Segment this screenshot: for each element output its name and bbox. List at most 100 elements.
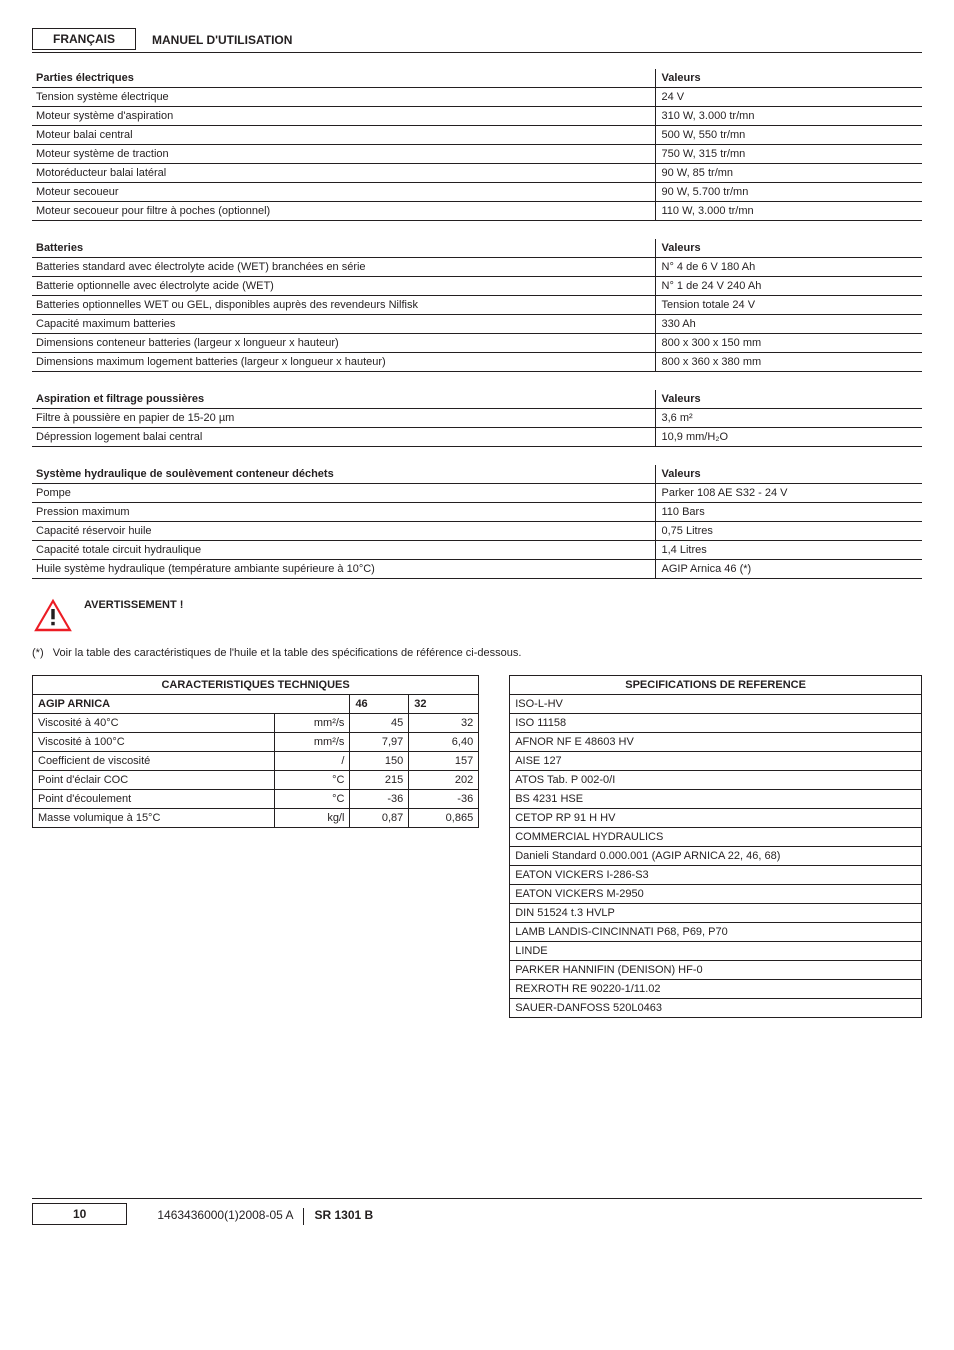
ref-row: ISO 11158 xyxy=(510,714,922,733)
spec-key: Pression maximum xyxy=(32,503,655,522)
spec-key: Capacité maximum batteries xyxy=(32,315,655,334)
carac-unit: °C xyxy=(275,771,350,790)
two-column-block: CARACTERISTIQUES TECHNIQUES AGIP ARNICA … xyxy=(32,675,922,1018)
table-hydraulique: Système hydraulique de soulèvement conte… xyxy=(32,465,922,579)
carac-v32: 157 xyxy=(409,752,479,771)
spec-key: Batteries optionnelles WET ou GEL, dispo… xyxy=(32,296,655,315)
spec-key: Motoréducteur balai latéral xyxy=(32,164,655,183)
th-title: Aspiration et filtrage poussières xyxy=(32,390,655,409)
ref-row: DIN 51524 t.3 HVLP xyxy=(510,904,922,923)
th-valeurs: Valeurs xyxy=(655,390,922,409)
spec-key: Moteur système de traction xyxy=(32,145,655,164)
spec-key: Capacité totale circuit hydraulique xyxy=(32,541,655,560)
spec-value: 750 W, 315 tr/mn xyxy=(655,145,922,164)
carac-v32: -36 xyxy=(409,790,479,809)
spec-key: Dimensions conteneur batteries (largeur … xyxy=(32,334,655,353)
spec-value: 110 Bars xyxy=(655,503,922,522)
ref-row: AISE 127 xyxy=(510,752,922,771)
spec-value: 330 Ah xyxy=(655,315,922,334)
spec-key: Moteur balai central xyxy=(32,126,655,145)
spec-value: N° 1 de 24 V 240 Ah xyxy=(655,277,922,296)
carac-v32: 6,40 xyxy=(409,733,479,752)
spec-value: 110 W, 3.000 tr/mn xyxy=(655,202,922,221)
th-valeurs: Valeurs xyxy=(655,465,922,484)
carac-label: Point d'éclair COC xyxy=(33,771,275,790)
carac-unit: / xyxy=(275,752,350,771)
carac-v46: -36 xyxy=(350,790,409,809)
tbody-carac: Viscosité à 40°Cmm²/s4532Viscosité à 100… xyxy=(33,714,479,828)
carac-v32: 32 xyxy=(409,714,479,733)
table-aspiration: Aspiration et filtrage poussières Valeur… xyxy=(32,390,922,447)
ref-row: COMMERCIAL HYDRAULICS xyxy=(510,828,922,847)
spec-key: Tension système électrique xyxy=(32,88,655,107)
ref-row: EATON VICKERS I-286-S3 xyxy=(510,866,922,885)
spec-key: Dépression logement balai central xyxy=(32,428,655,447)
ref-row: ATOS Tab. P 002-0/I xyxy=(510,771,922,790)
carac-unit: kg/l xyxy=(275,809,350,828)
tbody-electriques: Tension système électrique24 VMoteur sys… xyxy=(32,88,922,221)
carac-col46: 46 xyxy=(350,695,409,714)
carac-product: AGIP ARNICA xyxy=(33,695,350,714)
table-caracteristiques: CARACTERISTIQUES TECHNIQUES AGIP ARNICA … xyxy=(32,675,479,828)
spec-value: 1,4 Litres xyxy=(655,541,922,560)
spec-key: Moteur système d'aspiration xyxy=(32,107,655,126)
spec-key: Dimensions maximum logement batteries (l… xyxy=(32,353,655,372)
carac-unit: mm²/s xyxy=(275,733,350,752)
spec-value: Tension totale 24 V xyxy=(655,296,922,315)
ref-row: LINDE xyxy=(510,942,922,961)
warning-icon xyxy=(32,597,74,633)
th-title: Parties électriques xyxy=(32,69,655,88)
spec-value: 10,9 mm/H₂O xyxy=(655,428,922,447)
ref-row: SAUER-DANFOSS 520L0463 xyxy=(510,999,922,1018)
spec-key: Batteries standard avec électrolyte acid… xyxy=(32,258,655,277)
carac-v32: 0,865 xyxy=(409,809,479,828)
spec-key: Pompe xyxy=(32,484,655,503)
note-prefix: (*) xyxy=(32,647,44,659)
ref-row: Danieli Standard 0.000.001 (AGIP ARNICA … xyxy=(510,847,922,866)
spec-value: 3,6 m² xyxy=(655,409,922,428)
spec-value: 500 W, 550 tr/mn xyxy=(655,126,922,145)
spec-value: 0,75 Litres xyxy=(655,522,922,541)
ref-row: ISO-L-HV xyxy=(510,695,922,714)
language-box: FRANÇAIS xyxy=(32,28,136,50)
warning-block: AVERTISSEMENT ! xyxy=(32,597,922,633)
page-number: 10 xyxy=(32,1203,127,1225)
page-header: FRANÇAIS MANUEL D'UTILISATION xyxy=(32,28,922,53)
spec-value: Parker 108 AE S32 - 24 V xyxy=(655,484,922,503)
ref-header: SPECIFICATIONS DE REFERENCE xyxy=(510,676,922,695)
spec-value: 24 V xyxy=(655,88,922,107)
spec-value: 800 x 300 x 150 mm xyxy=(655,334,922,353)
ref-row: LAMB LANDIS-CINCINNATI P68, P69, P70 xyxy=(510,923,922,942)
tbody-batteries: Batteries standard avec électrolyte acid… xyxy=(32,258,922,372)
carac-label: Coefficient de viscosité xyxy=(33,752,275,771)
manual-title: MANUEL D'UTILISATION xyxy=(152,33,292,50)
spec-value: AGIP Arnica 46 (*) xyxy=(655,560,922,579)
carac-label: Viscosité à 40°C xyxy=(33,714,275,733)
page-footer: 10 1463436000(1)2008-05 A SR 1301 B xyxy=(32,1198,922,1225)
carac-unit: °C xyxy=(275,790,350,809)
ref-row: EATON VICKERS M-2950 xyxy=(510,885,922,904)
spec-value: 90 W, 85 tr/mn xyxy=(655,164,922,183)
ref-row: REXROTH RE 90220-1/11.02 xyxy=(510,980,922,999)
carac-unit: mm²/s xyxy=(275,714,350,733)
tbody-hydraulique: PompeParker 108 AE S32 - 24 VPression ma… xyxy=(32,484,922,579)
table-batteries: Batteries Valeurs Batteries standard ave… xyxy=(32,239,922,372)
spec-key: Huile système hydraulique (température a… xyxy=(32,560,655,579)
spec-value: 310 W, 3.000 tr/mn xyxy=(655,107,922,126)
carac-v46: 150 xyxy=(350,752,409,771)
th-title: Batteries xyxy=(32,239,655,258)
carac-label: Masse volumique à 15°C xyxy=(33,809,275,828)
carac-v32: 202 xyxy=(409,771,479,790)
spec-key: Capacité réservoir huile xyxy=(32,522,655,541)
th-valeurs: Valeurs xyxy=(655,239,922,258)
tbody-aspiration: Filtre à poussière en papier de 15-20 µm… xyxy=(32,409,922,447)
carac-v46: 215 xyxy=(350,771,409,790)
spec-key: Batterie optionnelle avec électrolyte ac… xyxy=(32,277,655,296)
ref-row: BS 4231 HSE xyxy=(510,790,922,809)
table-reference: SPECIFICATIONS DE REFERENCE ISO-L-HVISO … xyxy=(509,675,922,1018)
table-electriques: Parties électriques Valeurs Tension syst… xyxy=(32,69,922,221)
spec-value: 90 W, 5.700 tr/mn xyxy=(655,183,922,202)
carac-v46: 45 xyxy=(350,714,409,733)
spec-key: Filtre à poussière en papier de 15-20 µm xyxy=(32,409,655,428)
note-text: Voir la table des caractéristiques de l'… xyxy=(53,647,522,659)
